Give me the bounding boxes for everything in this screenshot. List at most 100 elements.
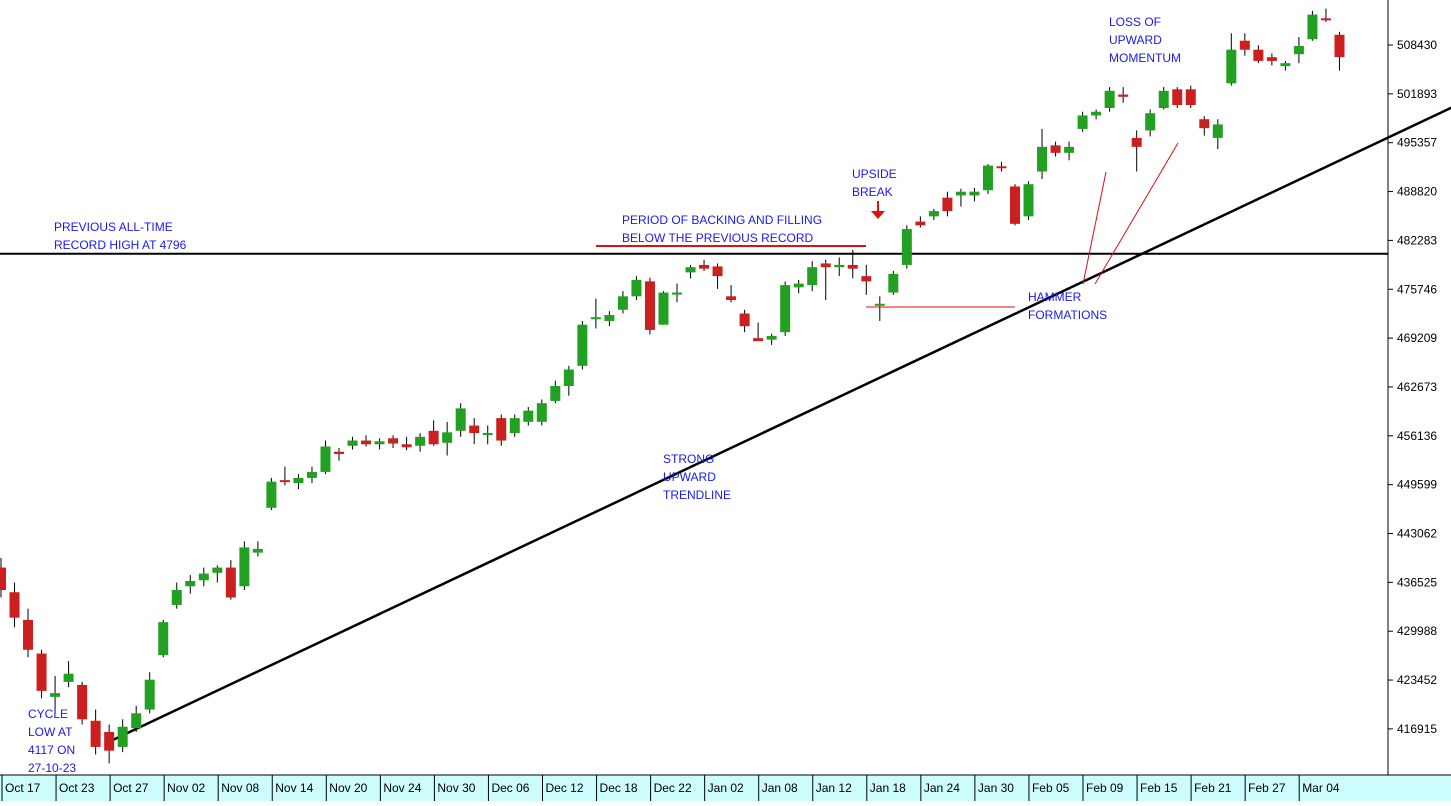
annotation-prev-high: RECORD HIGH AT 4796 (54, 238, 187, 252)
x-tick-label: Jan 12 (816, 781, 852, 795)
y-tick-label: 501893 (1397, 87, 1437, 101)
annotation-cycle: CYCLE (28, 707, 68, 721)
candle-body-down (1199, 119, 1210, 129)
candle-body-down (1253, 49, 1264, 61)
candle-body-down (1050, 145, 1061, 153)
candle-body-down (915, 221, 926, 226)
hammer-pointer-2 (1082, 171, 1107, 285)
candle-body-up (347, 440, 358, 446)
candle-body-up (577, 324, 588, 366)
annotation-upside: BREAK (852, 185, 893, 199)
candle-body-down (496, 418, 507, 441)
x-tick-label: Mar 04 (1302, 781, 1340, 795)
annotation-hammer: FORMATIONS (1028, 308, 1107, 322)
trendline (108, 106, 1451, 743)
candle-body-down (104, 731, 115, 751)
candle-body-down (90, 720, 101, 747)
hammer-pointer-3 (1094, 142, 1179, 285)
candle-body-down (861, 276, 872, 282)
candle-body-up (685, 267, 696, 273)
candle-body-down (469, 425, 480, 434)
candle-body-up (1307, 14, 1318, 40)
annotation-trend: TRENDLINE (663, 488, 731, 502)
y-tick-label: 462673 (1397, 380, 1437, 394)
candle-body-down (1172, 89, 1183, 106)
x-tick-label: Nov 20 (329, 781, 367, 795)
candle-body-down (1320, 18, 1331, 21)
annotation-momentum: UPWARD (1109, 33, 1162, 47)
y-tick-label: 495357 (1397, 136, 1437, 150)
x-tick-label: Feb 15 (1140, 781, 1178, 795)
candle-body-up (1145, 113, 1156, 131)
candle-body-up (604, 314, 615, 321)
candle-body-down (279, 480, 290, 483)
arrow-down-icon (871, 211, 885, 219)
candle-body-down (77, 684, 88, 720)
candle-body-up (590, 317, 601, 320)
candle-body-up (509, 418, 520, 434)
annotation-prev-high: PREVIOUS ALL-TIME (54, 220, 173, 234)
x-tick-label: Dec 06 (491, 781, 529, 795)
y-tick-label: 416915 (1397, 722, 1437, 736)
candle-body-up (874, 303, 885, 306)
candle-body-up (266, 481, 277, 508)
candle-body-down (388, 438, 399, 444)
candle-body-up (1104, 90, 1115, 108)
y-tick-label: 488820 (1397, 185, 1437, 199)
candle-body-up (293, 477, 304, 484)
y-tick-label: 443062 (1397, 527, 1437, 541)
candle-body-up (766, 335, 777, 340)
x-tick-label: Nov 02 (167, 781, 205, 795)
candle-body-down (23, 619, 34, 650)
x-tick-label: Nov 08 (221, 781, 259, 795)
candle-body-up (1293, 45, 1304, 55)
candle-body-down (225, 567, 236, 598)
y-tick-label: 508430 (1397, 38, 1437, 52)
x-tick-label: Oct 27 (113, 781, 149, 795)
candle-body-up (131, 713, 142, 729)
candle-body-down (9, 592, 20, 618)
candle-body-up (780, 285, 791, 333)
x-tick-label: Oct 23 (59, 781, 95, 795)
candle-body-up (1091, 111, 1102, 116)
annotation-momentum: MOMENTUM (1109, 51, 1181, 65)
y-tick-label: 423452 (1397, 673, 1437, 687)
candle-body-up (212, 567, 223, 573)
candle-body-up (482, 433, 493, 436)
candle-body-up (455, 408, 466, 431)
annotation-trend: UPWARD (663, 470, 716, 484)
candle-body-up (171, 589, 182, 605)
annotation-cycle: 27-10-23 (28, 761, 76, 775)
candle-body-down (428, 430, 439, 445)
candle-body-up (198, 573, 209, 581)
candle-body-down (36, 653, 47, 691)
x-tick-label: Jan 02 (708, 781, 744, 795)
candle-body-up (185, 581, 196, 587)
candle-body-down (1239, 40, 1250, 50)
x-tick-label: Feb 27 (1248, 781, 1286, 795)
x-tick-label: Feb 21 (1194, 781, 1232, 795)
candle-body-up (1077, 115, 1088, 129)
candle-body-up (63, 673, 74, 682)
candle-body-up (117, 726, 128, 747)
candle-body-up (415, 436, 426, 446)
annotation-cycle: 4117 ON (28, 743, 75, 757)
x-tick-label: Jan 18 (870, 781, 906, 795)
x-tick-label: Feb 05 (1032, 781, 1070, 795)
y-tick-label: 436525 (1397, 575, 1437, 589)
x-tick-label: Dec 12 (546, 781, 584, 795)
candle-body-up (442, 432, 453, 443)
candle-body-up (550, 385, 561, 401)
candle-body-down (1118, 94, 1129, 97)
candle-body-down (739, 313, 750, 327)
x-tick-label: Dec 22 (654, 781, 692, 795)
candle-body-up (834, 264, 845, 268)
annotation-backing: PERIOD OF BACKING AND FILLING (622, 213, 822, 227)
y-tick-label: 429988 (1397, 624, 1437, 638)
candle-body-up (1064, 146, 1075, 153)
x-tick-label: Oct 17 (5, 781, 41, 795)
annotation-trend: STRONG (663, 452, 714, 466)
candle-body-up (1023, 184, 1034, 217)
candle-body-up (982, 165, 993, 191)
